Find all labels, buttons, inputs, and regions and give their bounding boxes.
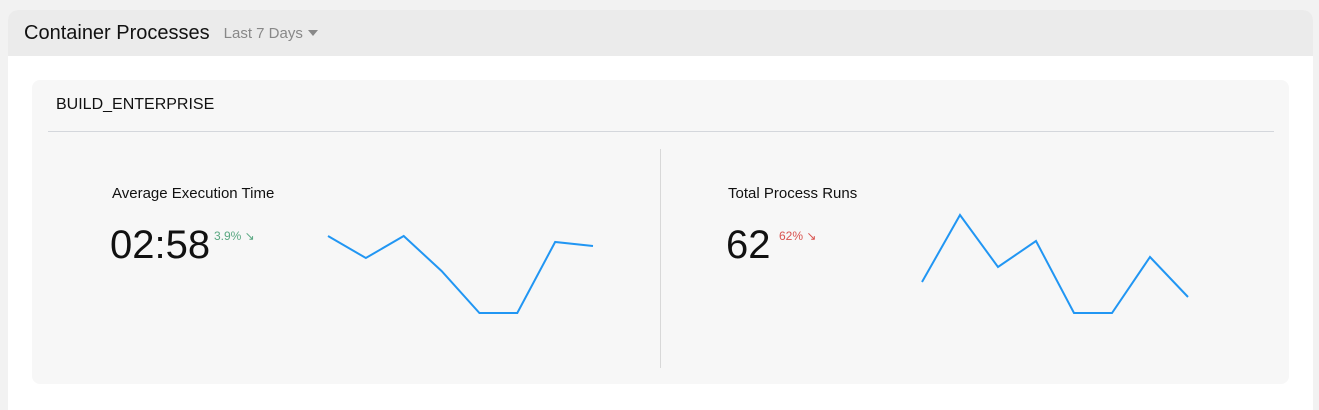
build-card: BUILD_ENTERPRISE Average Execution Time … [32, 80, 1289, 384]
card-title: BUILD_ENTERPRISE [56, 96, 215, 113]
divider [48, 131, 1274, 132]
metric-delta: 3.9% ↘ [214, 229, 255, 243]
panel-header: Container Processes Last 7 Days [8, 10, 1313, 56]
sparkline-series-1 [921, 213, 1189, 314]
date-range-label: Last 7 Days [223, 24, 303, 42]
date-range-dropdown[interactable]: Last 7 Days [224, 25, 318, 42]
metric-delta: 62% ↘ [779, 229, 817, 243]
divider-vertical [660, 149, 661, 368]
container-processes-panel: Container Processes Last 7 Days BUILD_EN… [8, 10, 1313, 410]
panel-title: Container Processes [24, 21, 210, 44]
metric-label: Average Execution Time [112, 185, 275, 202]
sparkline-series-0 [327, 234, 594, 314]
metric-value: 62 [726, 223, 771, 267]
caret-down-icon [307, 30, 318, 36]
metric-value: 02:58 [110, 223, 211, 267]
metric-label: Total Process Runs [728, 185, 858, 202]
